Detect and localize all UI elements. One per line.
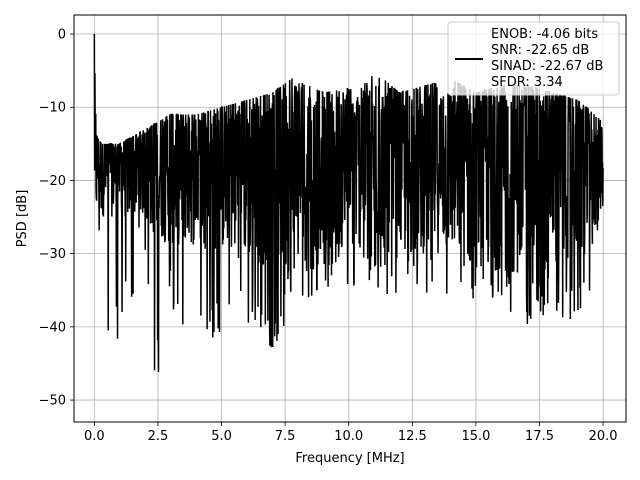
x-axis-label: Frequency [MHz]: [295, 451, 404, 466]
x-tick-label: 15.0: [461, 429, 490, 444]
y-tick-label: −40: [39, 320, 66, 335]
legend-entry-sfdr: SFDR: 3.34: [491, 75, 563, 90]
x-tick-label: 5.0: [211, 429, 232, 444]
x-tick-label: 0.0: [84, 429, 105, 444]
y-tick-label: −30: [39, 247, 66, 262]
x-tick-label: 12.5: [398, 429, 427, 444]
x-tick-label: 10.0: [334, 429, 363, 444]
legend-entry-enob: ENOB: -4.06 bits: [491, 27, 598, 42]
y-tick-label: −20: [39, 174, 66, 189]
plot-area: [93, 34, 604, 373]
legend: ENOB: -4.06 bits SNR: -22.65 dB SINAD: -…: [447, 21, 620, 96]
y-axis-label: PSD [dB]: [15, 190, 30, 248]
x-tick-label: 20.0: [589, 429, 618, 444]
y-tick-label: −50: [39, 394, 66, 409]
y-tick-label: 0: [58, 28, 66, 43]
legend-entry-snr: SNR: -22.65 dB: [491, 43, 589, 58]
x-tick-label: 2.5: [148, 429, 169, 444]
y-tick-label: −10: [39, 101, 66, 116]
legend-box: [447, 21, 620, 96]
plot-frame: [73, 14, 627, 423]
y-axis-ticks: 0 −10 −20 −30 −40 −50: [39, 28, 74, 409]
x-axis-ticks: 0.0 2.5 5.0 7.5 10.0 12.5 15.0 17.5 20.0: [84, 422, 618, 444]
x-tick-label: 7.5: [275, 429, 296, 444]
psd-series-line: [93, 34, 604, 373]
legend-entry-sinad: SINAD: -22.67 dB: [491, 59, 603, 74]
x-tick-label: 17.5: [525, 429, 554, 444]
